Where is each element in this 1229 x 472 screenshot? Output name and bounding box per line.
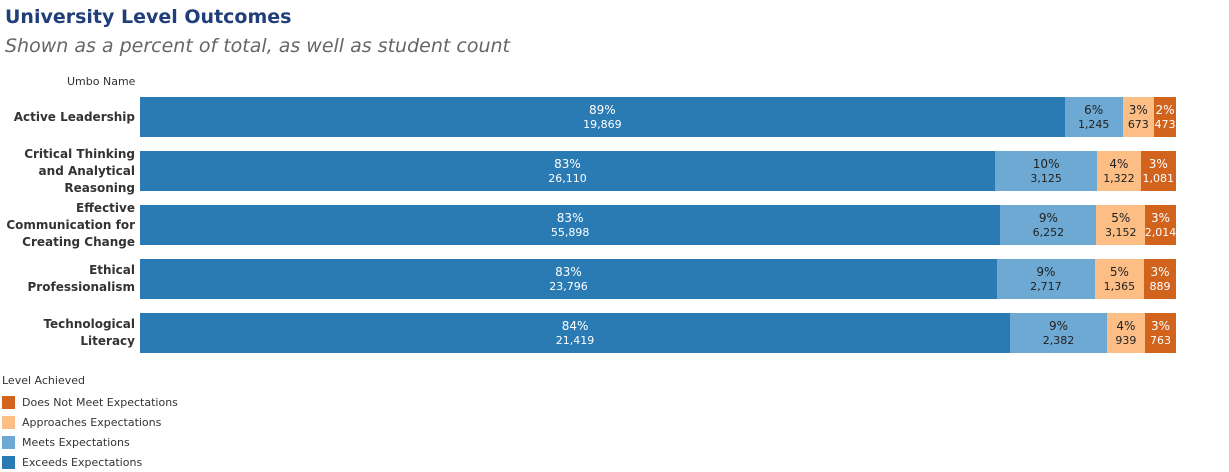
percent-label: 9%	[1036, 265, 1056, 279]
bar-segment[interactable]: 3% 1,081	[1140, 151, 1176, 191]
percent-label: 3%	[1150, 319, 1170, 333]
count-label: 2,014	[1144, 226, 1176, 239]
legend-label: Meets Expectations	[22, 435, 130, 449]
count-label: 763	[1149, 334, 1171, 347]
percent-label: 2%	[1155, 103, 1175, 117]
legend-label: Does Not Meet Expectations	[22, 395, 178, 409]
count-label: 473	[1154, 118, 1176, 131]
percent-label: 89%	[589, 103, 616, 117]
bar-row: 84% 21,419 9% 2,382 4% 939 3% 763	[140, 313, 1176, 353]
bar-segment[interactable]: 2% 473	[1153, 97, 1176, 137]
count-label: 3,125	[1030, 172, 1062, 185]
count-label: 6,252	[1032, 226, 1065, 239]
legend-swatch	[2, 395, 15, 409]
count-label: 19,869	[583, 118, 622, 131]
row-header: Umbo Name	[67, 75, 136, 88]
bar-segment[interactable]: 89% 19,869	[140, 97, 1065, 137]
bar-segment[interactable]: 83% 26,110	[140, 151, 995, 191]
legend-item[interactable]: Approaches Expectations	[2, 412, 178, 432]
bar-row: 83% 55,898 9% 6,252 5% 3,152 3% 2,014	[140, 205, 1176, 245]
row-label: Technological Literacy	[43, 317, 135, 348]
bar-segment[interactable]: 5% 3,152	[1096, 205, 1145, 245]
count-label: 21,419	[555, 334, 595, 347]
percent-label: 3%	[1150, 211, 1170, 225]
percent-label: 6%	[1084, 103, 1104, 117]
bar-segment[interactable]: 9% 2,382	[1010, 313, 1107, 353]
count-label: 2,717	[1030, 280, 1062, 293]
count-label: 673	[1127, 118, 1149, 131]
percent-label: 4%	[1116, 319, 1136, 333]
bar-segment[interactable]: 3% 763	[1144, 313, 1176, 353]
percent-label: 5%	[1111, 211, 1131, 225]
bar-segment[interactable]: 83% 23,796	[140, 259, 997, 299]
percent-label: 83%	[554, 157, 581, 171]
legend-item[interactable]: Does Not Meet Expectations	[2, 392, 178, 412]
percent-label: 9%	[1038, 211, 1058, 225]
percent-label: 3%	[1150, 265, 1170, 279]
legend-swatch	[2, 455, 15, 469]
count-label: 1,245	[1077, 118, 1110, 131]
count-label: 23,796	[549, 280, 588, 293]
bar-segment[interactable]: 5% 1,365	[1094, 259, 1144, 299]
legend-label: Exceeds Expectations	[22, 455, 143, 469]
count-label: 26,110	[548, 172, 587, 185]
count-label: 3,152	[1104, 226, 1137, 239]
bar-segment[interactable]: 10% 3,125	[994, 151, 1098, 191]
percent-label: 5%	[1109, 265, 1129, 279]
percent-label: 10%	[1032, 157, 1060, 171]
legend-title: Level Achieved	[2, 374, 85, 387]
percent-label: 84%	[561, 319, 589, 333]
bar-segment[interactable]: 9% 2,717	[996, 259, 1095, 299]
bar-segment[interactable]: 3% 673	[1122, 97, 1154, 137]
bar-segment[interactable]: 3% 2,014	[1144, 205, 1176, 245]
bar-segment[interactable]: 6% 1,245	[1064, 97, 1123, 137]
bar-segment[interactable]: 4% 1,322	[1097, 151, 1141, 191]
legend-swatch	[2, 415, 15, 429]
count-label: 939	[1115, 334, 1137, 347]
row-label: Ethical Professionalism	[27, 263, 135, 294]
bar-segment[interactable]: 4% 939	[1106, 313, 1145, 353]
row-label: Critical Thinking and Analytical Reasoni…	[24, 146, 135, 195]
percent-label: 3%	[1128, 103, 1148, 117]
bar-row: 89% 19,869 6% 1,245 3% 673 2% 473	[140, 97, 1176, 137]
percent-label: 4%	[1109, 157, 1129, 171]
bar-segment[interactable]: 3% 889	[1143, 259, 1176, 299]
bar-row: 83% 26,110 10% 3,125 4% 1,322 3% 1,081	[140, 151, 1176, 191]
row-label: Effective Communication for Creating Cha…	[6, 200, 135, 249]
count-label: 889	[1149, 280, 1171, 293]
count-label: 1,081	[1142, 172, 1175, 185]
percent-label: 9%	[1048, 319, 1068, 333]
bar-segment[interactable]: 84% 21,419	[140, 313, 1011, 353]
legend: Level Achieved Does Not Meet Expectation…	[2, 374, 178, 472]
percent-label: 83%	[556, 211, 584, 225]
bar-row: 83% 23,796 9% 2,717 5% 1,365 3% 889	[140, 259, 1176, 299]
chart-title: University Level Outcomes	[5, 6, 292, 28]
count-label: 1,322	[1103, 172, 1135, 185]
row-label: Active Leadership	[13, 109, 135, 124]
bar-segment[interactable]: 9% 6,252	[1000, 205, 1097, 245]
chart-subtitle: Shown as a percent of total, as well as …	[5, 35, 510, 57]
count-label: 55,898	[550, 226, 590, 239]
legend-item[interactable]: Exceeds Expectations	[2, 452, 178, 472]
count-label: 1,365	[1103, 280, 1136, 293]
percent-label: 83%	[555, 265, 582, 279]
count-label: 2,382	[1042, 334, 1075, 347]
percent-label: 3%	[1148, 157, 1168, 171]
legend-label: Approaches Expectations	[22, 415, 162, 429]
bar-segment[interactable]: 83% 55,898	[140, 205, 1001, 245]
legend-swatch	[2, 435, 15, 449]
legend-item[interactable]: Meets Expectations	[2, 432, 178, 452]
